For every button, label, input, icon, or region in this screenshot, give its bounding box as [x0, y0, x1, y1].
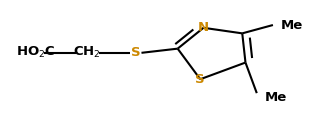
Text: N: N [198, 21, 209, 34]
Text: CH$_2$: CH$_2$ [73, 45, 101, 60]
Text: S: S [195, 73, 205, 86]
Text: Me: Me [265, 91, 287, 104]
Text: S: S [131, 46, 141, 59]
Text: HO$_2$C: HO$_2$C [16, 45, 56, 60]
Text: Me: Me [281, 18, 303, 32]
